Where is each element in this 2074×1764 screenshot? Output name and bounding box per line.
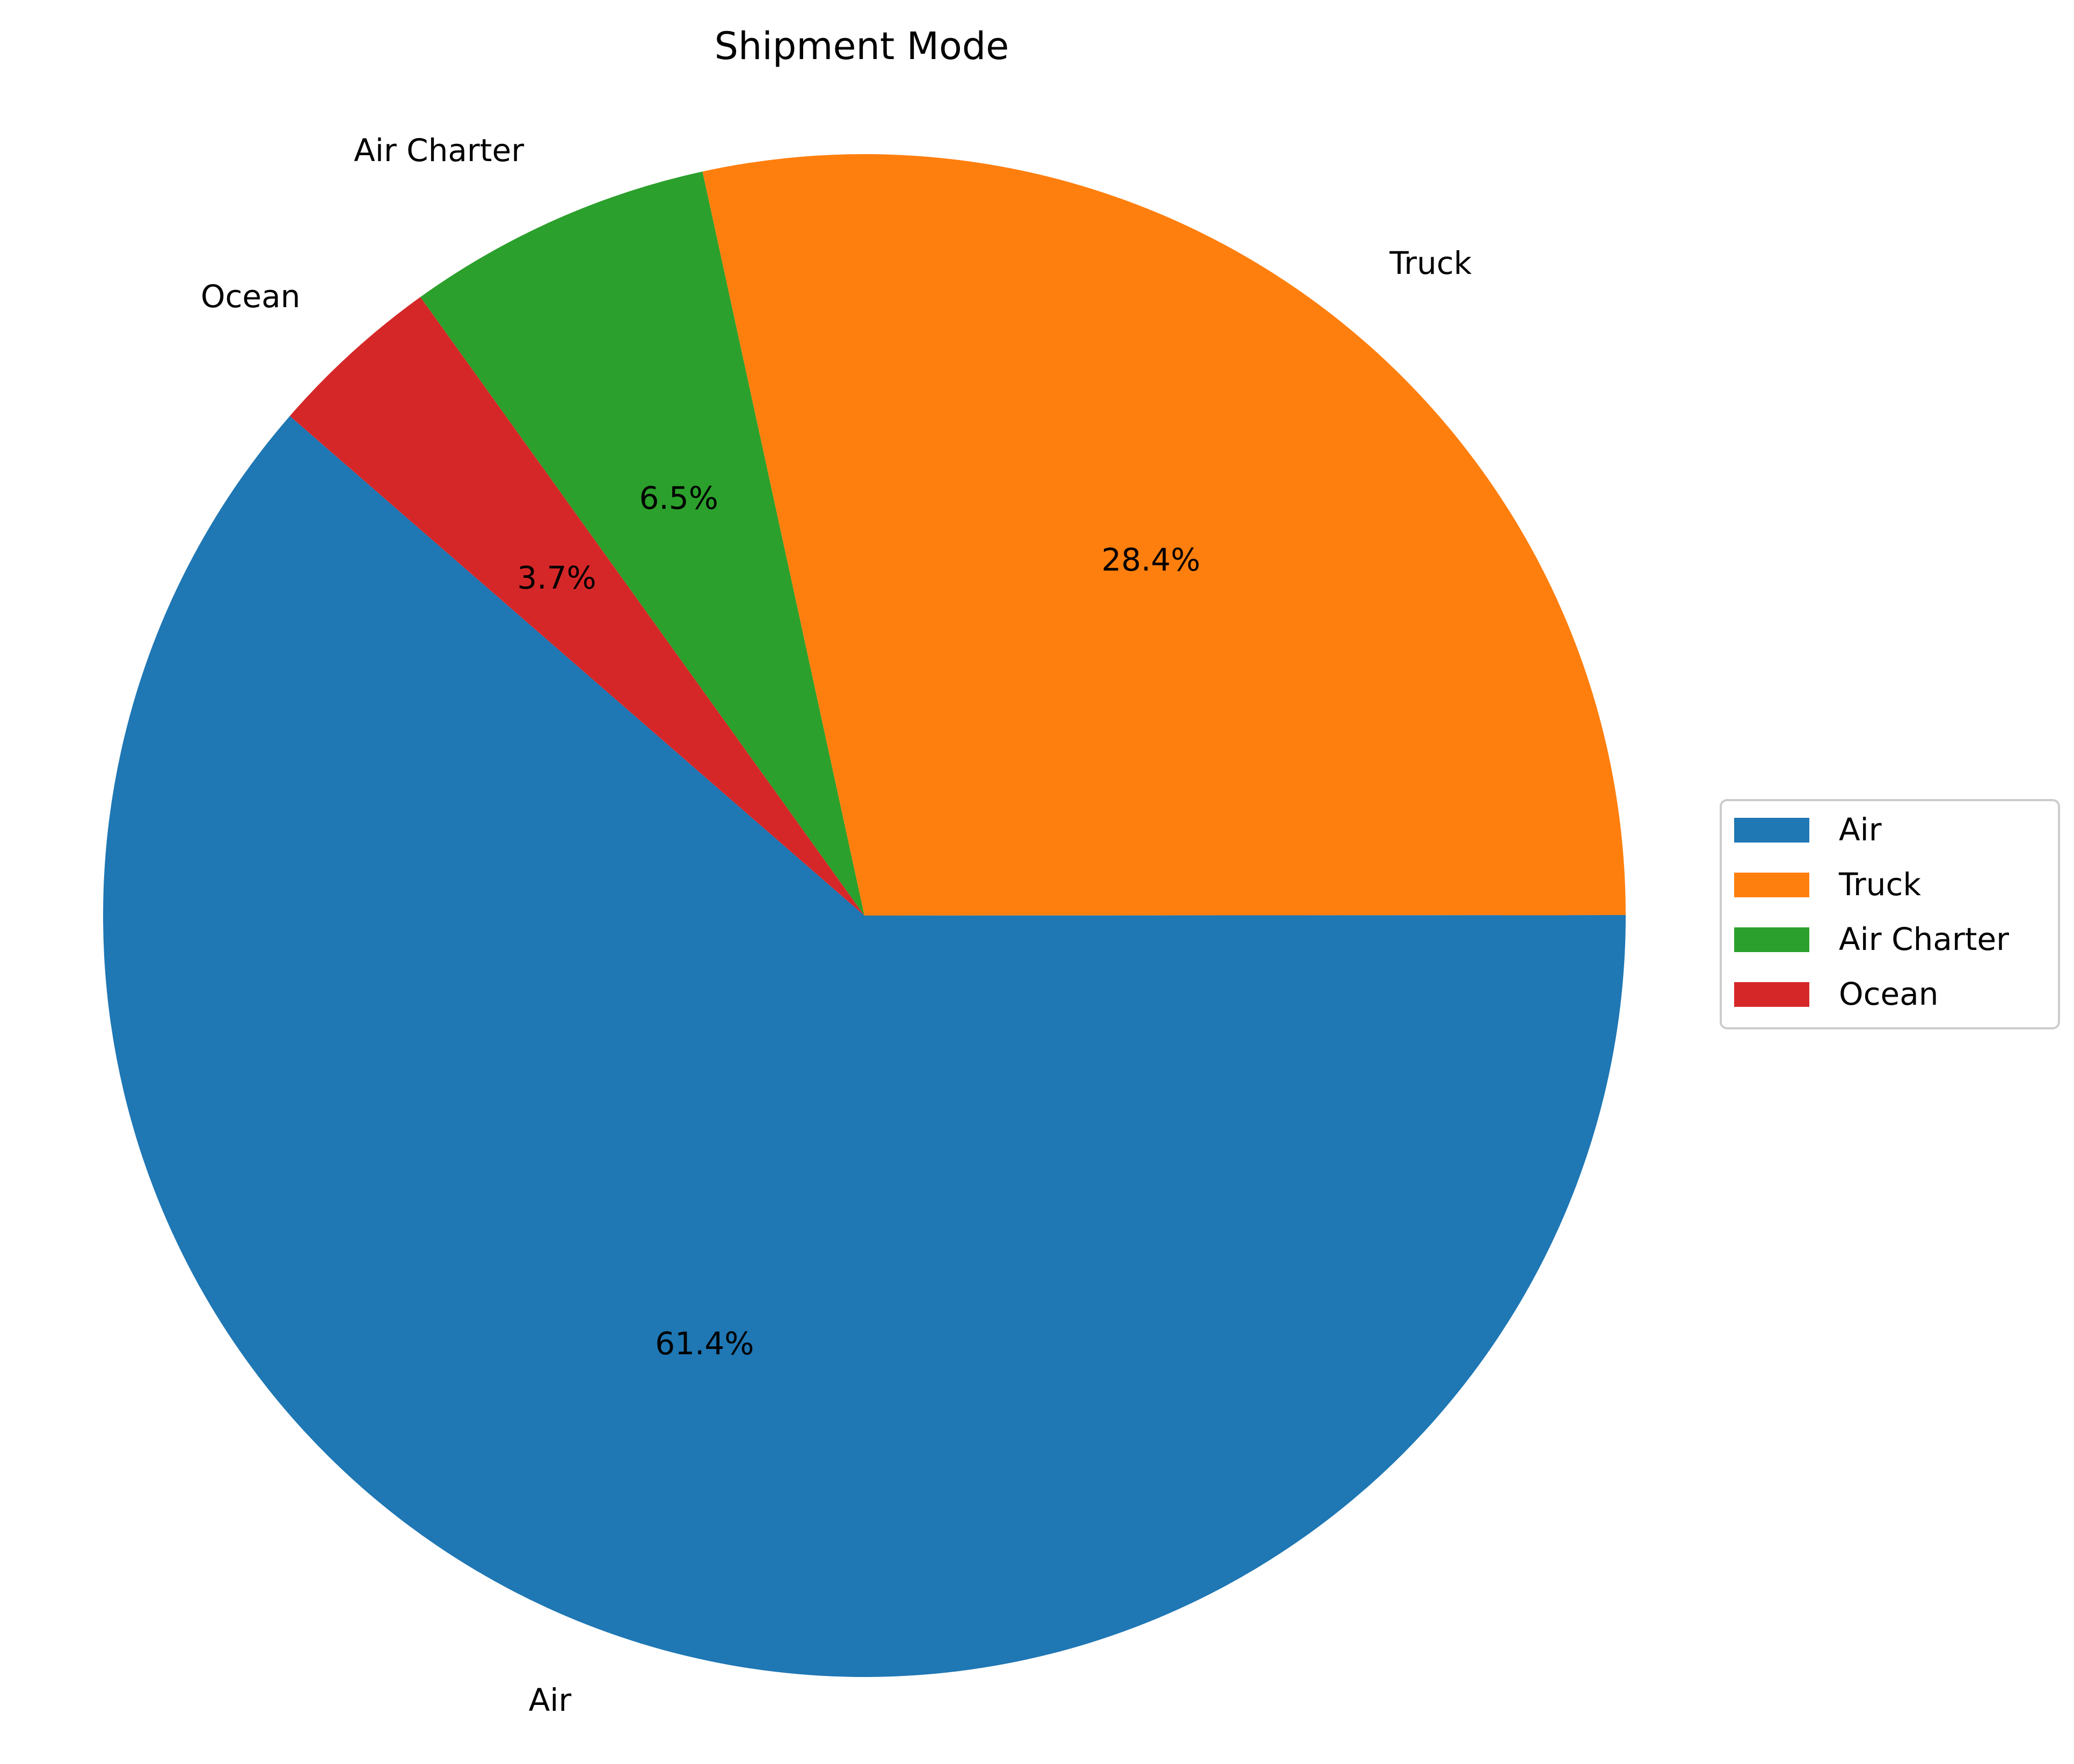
slice-air-charter: [420, 171, 864, 916]
chart-title: Shipment Mode: [715, 24, 1009, 68]
slice-label-air: Air: [529, 1682, 572, 1718]
legend-frame: [1720, 799, 2060, 1029]
slice-labels: Air Truck Air Charter Ocean: [201, 132, 1472, 1718]
legend-swatch-air: [1734, 818, 1809, 843]
slice-ocean: [289, 297, 865, 916]
legend: Air Truck Air Charter Ocean: [1720, 799, 2060, 1029]
legend-label-truck: Truck: [1838, 866, 1921, 903]
legend-label-ocean: Ocean: [1839, 976, 1939, 1012]
percent-labels: 61.4% 28.4% 6.5% 3.7%: [517, 480, 1200, 1362]
slice-label-truck: Truck: [1389, 245, 1472, 281]
slice-air: [103, 416, 1626, 1677]
slice-truck: [702, 154, 1626, 916]
legend-swatch-ocean: [1734, 982, 1809, 1007]
slice-label-ocean: Ocean: [201, 278, 301, 315]
legend-items: Air Truck Air Charter Ocean: [1734, 811, 2009, 1012]
slice-label-air-charter: Air Charter: [354, 132, 524, 169]
legend-swatch-air-charter: [1734, 927, 1809, 952]
percent-label-truck: 28.4%: [1101, 541, 1200, 578]
legend-label-air-charter: Air Charter: [1839, 921, 2009, 957]
percent-label-ocean: 3.7%: [517, 560, 596, 596]
percent-label-air: 61.4%: [655, 1325, 754, 1362]
pie-slices: [103, 154, 1626, 1677]
legend-label-air: Air: [1839, 811, 1882, 848]
legend-swatch-truck: [1734, 873, 1809, 897]
percent-label-air-charter: 6.5%: [639, 480, 718, 517]
